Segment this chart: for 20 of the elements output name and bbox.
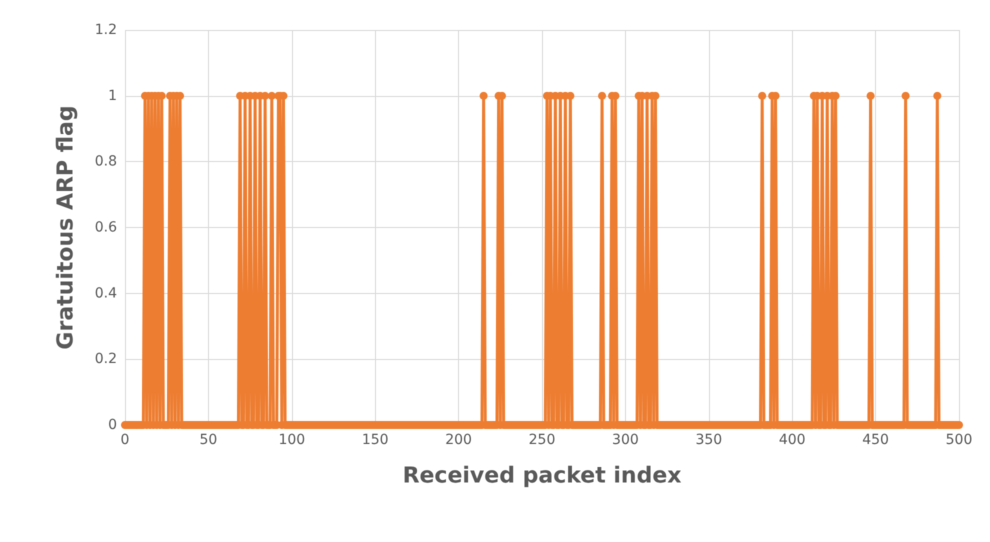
x-tick-label: 150	[362, 432, 389, 448]
y-tick-label: 1	[108, 88, 117, 104]
x-tick-label: 50	[199, 432, 218, 448]
x-tick-label: 500	[946, 432, 972, 448]
x-tick-label: 400	[778, 432, 806, 448]
x-tick-label: 200	[445, 432, 472, 448]
x-tick-label: 350	[695, 432, 722, 448]
x-tick-label: 300	[612, 432, 639, 448]
y-tick-label: 0.8	[94, 154, 117, 170]
x-tick-label: 450	[862, 432, 889, 448]
y-tick-label: 1.2	[94, 22, 117, 38]
x-axis-title: Received packet index	[402, 464, 682, 488]
y-tick-label: 0.4	[94, 285, 118, 302]
y-tick-label: 0	[108, 417, 117, 433]
x-tick-label: 100	[278, 432, 306, 448]
y-tick-label: 0.6	[94, 220, 118, 236]
y-tick-label: 0.2	[94, 351, 117, 368]
y-axis-title: Gratuitous ARP flag	[54, 105, 78, 350]
x-tick-label: 0	[120, 432, 130, 448]
x-tick-label: 250	[528, 432, 556, 448]
